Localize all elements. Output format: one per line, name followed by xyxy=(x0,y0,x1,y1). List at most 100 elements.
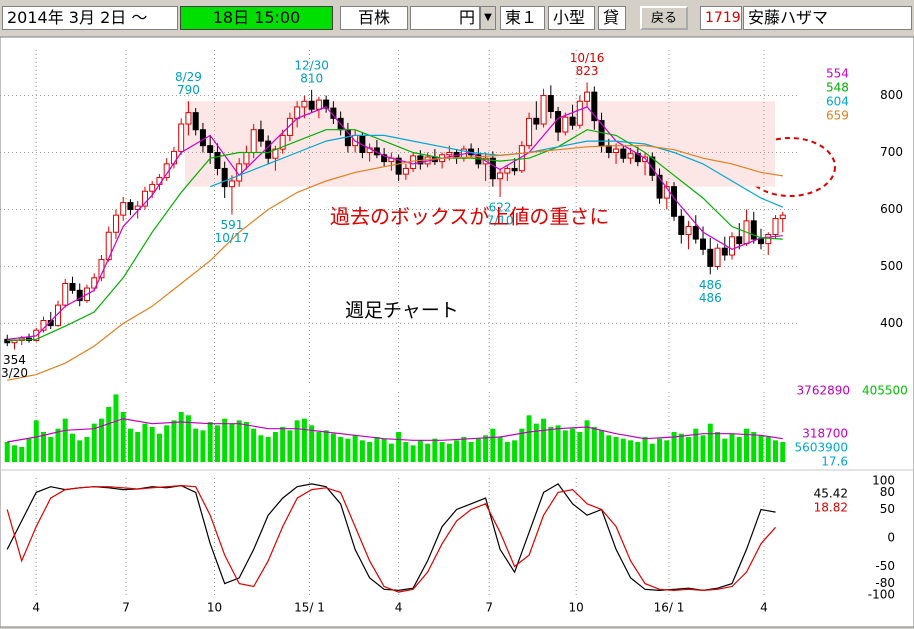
volume-bar xyxy=(483,435,489,462)
back-button[interactable]: 戻る xyxy=(640,6,688,30)
volume-bar xyxy=(468,442,474,462)
candle-body xyxy=(562,116,569,133)
volume-bar xyxy=(446,443,452,462)
candle-body xyxy=(555,111,562,133)
candle-body xyxy=(714,247,721,267)
volume-bar xyxy=(120,412,126,462)
y-tick-label: 400 xyxy=(880,316,903,330)
volume-bar xyxy=(19,447,25,462)
market[interactable]: 東１ xyxy=(500,6,545,30)
side-label: 5603900 xyxy=(795,441,848,455)
x-tick-label: 10 xyxy=(569,601,584,615)
stock-code[interactable]: 1719 xyxy=(700,6,742,30)
line-series xyxy=(7,106,783,340)
volume-bar xyxy=(193,428,199,462)
volume-bar xyxy=(780,442,786,462)
volume-bar xyxy=(309,425,315,462)
date-from[interactable]: 2014年 3月 2日 ～ xyxy=(2,6,178,30)
annotation-price: 790 xyxy=(177,83,200,97)
volume-bar xyxy=(555,425,561,462)
y-tick-label: 0 xyxy=(887,531,895,545)
volume-bar xyxy=(352,435,358,462)
volume-bar xyxy=(207,422,213,462)
volume-bar xyxy=(729,433,735,462)
volume-bar xyxy=(84,437,90,462)
volume-bar xyxy=(512,440,518,462)
volume-bar xyxy=(323,430,329,462)
candle-body xyxy=(627,153,634,159)
candle-body xyxy=(192,112,199,131)
size-class[interactable]: 小型 xyxy=(548,6,595,30)
candle-body xyxy=(576,100,583,126)
candle-body xyxy=(228,180,235,188)
candle-body xyxy=(707,248,714,267)
candle-body xyxy=(214,152,221,169)
candle-body xyxy=(489,157,496,180)
volume-bar xyxy=(403,442,409,462)
candle-body xyxy=(243,152,250,165)
candle-body xyxy=(308,100,315,110)
y-tick-label: 700 xyxy=(880,145,903,159)
volume-bar xyxy=(475,438,481,462)
candle-body xyxy=(127,202,134,210)
volume-bar xyxy=(316,432,322,462)
x-tick-label: 10 xyxy=(207,601,222,615)
annotation-price: 591 xyxy=(220,218,243,232)
candle-body xyxy=(323,99,330,109)
annotation-price: 354 xyxy=(3,353,26,367)
volume-bar xyxy=(40,432,46,462)
candle-body xyxy=(533,117,540,125)
candle-body xyxy=(69,282,76,291)
annotation-date: 10/17 xyxy=(215,231,250,245)
volume-bar xyxy=(98,418,104,462)
candle-body xyxy=(402,167,409,175)
annotation-price: 823 xyxy=(576,64,599,78)
volume-bar xyxy=(664,440,670,462)
volume-bar xyxy=(504,442,510,462)
candle-body xyxy=(76,289,83,302)
candle-body xyxy=(729,236,736,256)
x-tick-label: 15/ 1 xyxy=(294,601,325,615)
x-tick-label: 4 xyxy=(760,601,768,615)
volume-bar xyxy=(388,443,394,462)
candle-body xyxy=(649,156,656,176)
volume-bar xyxy=(635,442,641,462)
x-tick-label: 7 xyxy=(122,601,130,615)
highlight-box xyxy=(185,101,775,187)
candle-body xyxy=(207,145,214,154)
volume-bar xyxy=(562,430,568,462)
volume-bar xyxy=(330,433,336,462)
volume-bar xyxy=(599,430,605,462)
volume-bar xyxy=(236,420,242,462)
candle-body xyxy=(671,186,678,217)
volume-bar xyxy=(381,438,387,462)
candle-body xyxy=(721,247,728,256)
candle-body xyxy=(540,95,547,125)
volume-bar xyxy=(490,428,496,462)
candle-body xyxy=(250,129,257,154)
dropdown-arrow[interactable]: ▼ xyxy=(480,6,496,30)
volume-bar xyxy=(33,420,39,462)
candle-body xyxy=(497,172,504,180)
volume-bar xyxy=(4,442,10,462)
volume-bar xyxy=(265,437,271,462)
margin[interactable]: 貸 xyxy=(598,6,626,30)
candle-body xyxy=(692,226,699,240)
candle-body xyxy=(765,234,772,245)
side-label: 17.6 xyxy=(821,455,848,469)
candle-body xyxy=(286,117,293,136)
date-to[interactable]: 18日 15:00 xyxy=(180,6,333,30)
volume-bar xyxy=(657,438,663,462)
stoch-value-label: 18.82 xyxy=(814,501,848,515)
candle-body xyxy=(170,150,177,165)
currency[interactable]: 円 xyxy=(410,6,480,30)
volume-bar xyxy=(229,423,235,462)
annotation-date: 10/16 xyxy=(570,51,605,65)
volume-bar xyxy=(287,430,293,462)
volume-bar xyxy=(751,432,757,462)
volume-bar xyxy=(671,432,677,462)
volume-bar xyxy=(722,438,728,462)
annotation-price: 622 xyxy=(489,200,512,214)
unit[interactable]: 百株 xyxy=(340,6,408,30)
